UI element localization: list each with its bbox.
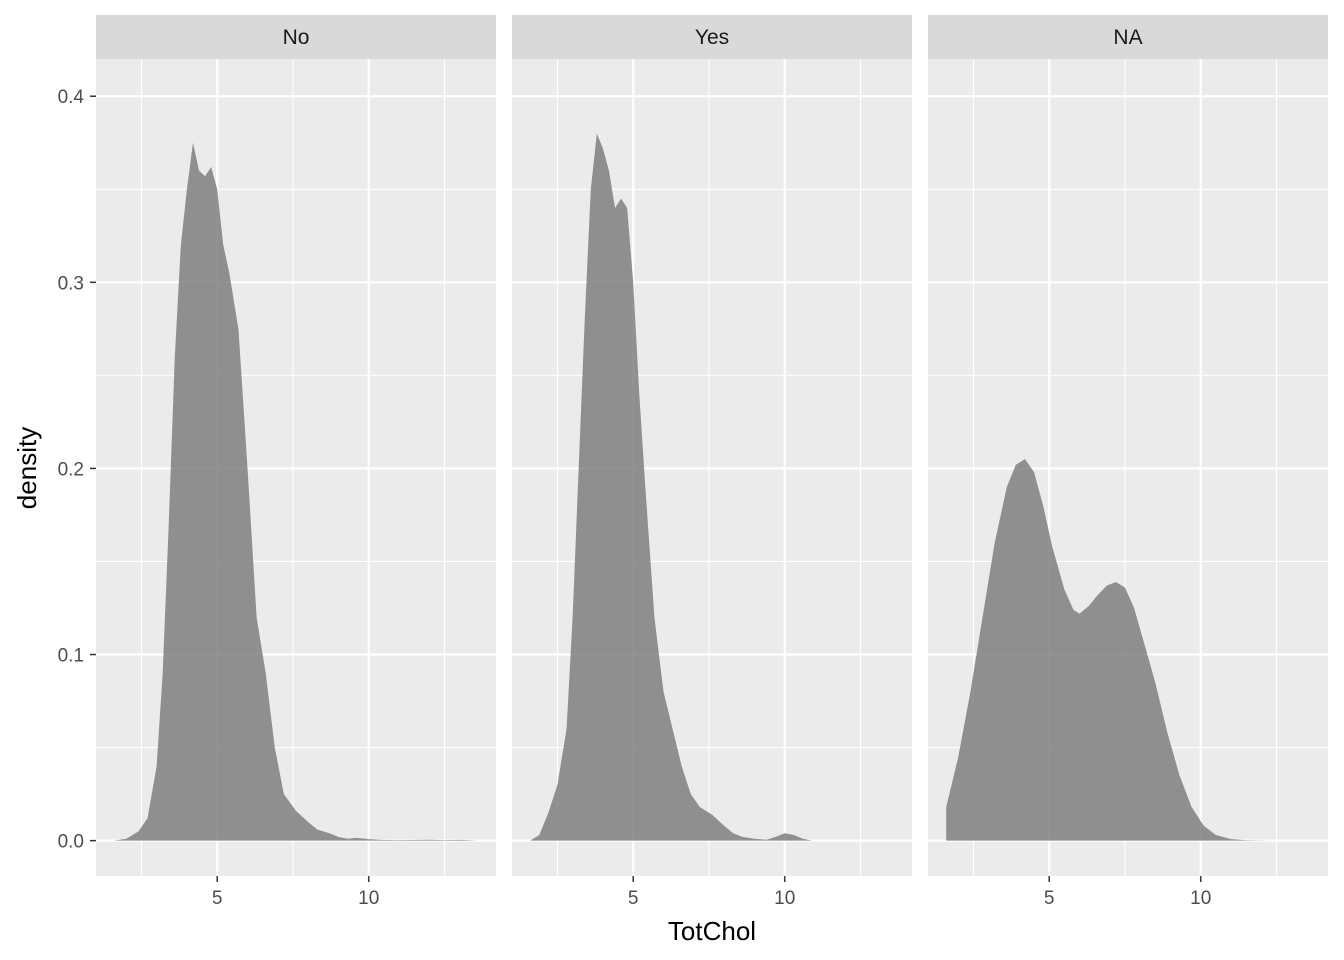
facet-strip-label: NA xyxy=(1113,26,1142,49)
y-tick-label: 0.4 xyxy=(58,87,85,108)
y-axis: 0.0 0.1 0.2 0.3 0.4 xyxy=(58,87,96,853)
y-axis-title: density xyxy=(12,427,42,509)
y-tick-label: 0.3 xyxy=(58,273,84,294)
x-axis: 5 10 5 10 5 10 xyxy=(212,876,1211,909)
facet-strip-1 xyxy=(96,15,496,59)
facet-strip-2 xyxy=(512,15,912,59)
facet-strip-label: No xyxy=(283,26,310,49)
density-area-1 xyxy=(114,142,478,841)
y-tick-label: 0.1 xyxy=(58,646,84,667)
x-axis-title: TotChol xyxy=(668,916,756,946)
facet-strip-label: Yes xyxy=(695,26,729,49)
x-tick-label: 10 xyxy=(774,888,795,909)
density-area-2 xyxy=(530,133,812,841)
density-area-3 xyxy=(946,459,1274,841)
facet-panel-3: NA xyxy=(928,15,1328,876)
x-tick-label: 5 xyxy=(628,888,639,909)
y-tick-label: 0.0 xyxy=(58,832,84,853)
facet-panels: No Yes NA xyxy=(96,15,1328,876)
y-tick-label: 0.2 xyxy=(58,459,84,480)
x-tick-label: 10 xyxy=(1190,888,1211,909)
facet-strip-3 xyxy=(928,15,1328,59)
x-tick-label: 5 xyxy=(212,888,223,909)
x-tick-label: 5 xyxy=(1044,888,1055,909)
x-tick-label: 10 xyxy=(358,888,379,909)
facet-panel-2: Yes xyxy=(512,15,912,876)
facet-panel-1: No xyxy=(96,15,496,876)
